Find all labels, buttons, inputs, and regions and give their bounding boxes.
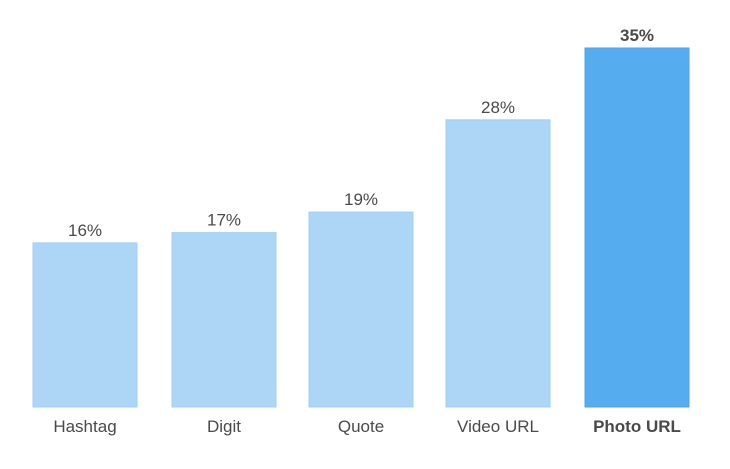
data-label: 17% xyxy=(207,211,241,230)
category-label: Photo URL xyxy=(593,417,681,436)
data-label: 16% xyxy=(68,221,102,240)
category-label: Quote xyxy=(338,417,384,436)
data-label: 35% xyxy=(620,26,654,45)
data-label: 19% xyxy=(344,190,378,209)
category-label: Video URL xyxy=(457,417,539,436)
data-label: 28% xyxy=(481,98,515,117)
bar-hashtag xyxy=(32,242,138,408)
category-label: Hashtag xyxy=(53,417,116,436)
category-label: Digit xyxy=(207,417,241,436)
bar-video-url xyxy=(445,119,551,408)
bar-digit xyxy=(171,232,277,408)
bar-photo-url xyxy=(584,47,690,408)
bar-quote xyxy=(308,211,414,408)
